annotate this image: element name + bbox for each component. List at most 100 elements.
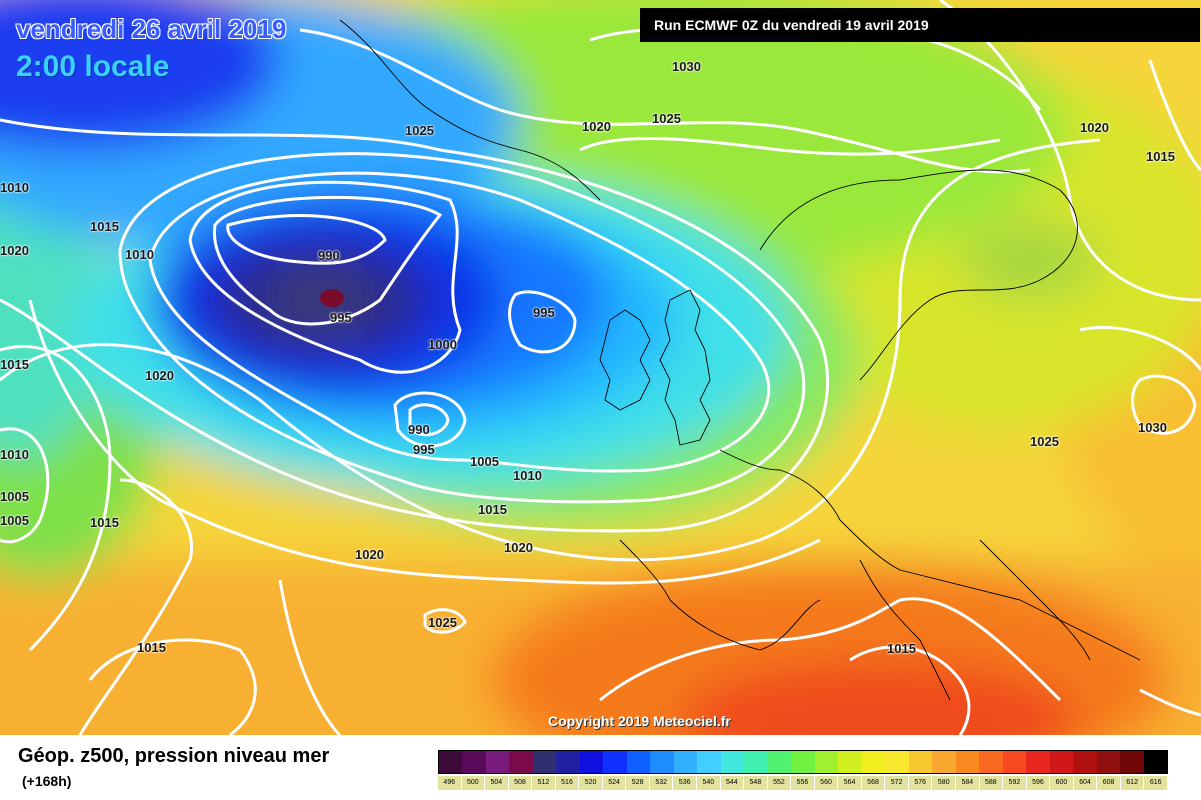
isobar-label: 1015	[887, 641, 916, 656]
isobar-label: 1020	[145, 368, 174, 383]
isobar-label: 1025	[652, 111, 681, 126]
forecast-date: vendredi 26 avril 2019	[16, 14, 287, 44]
scale-tick-label: 588	[979, 776, 1004, 790]
scale-tick-label: 504	[485, 776, 509, 790]
coastline-iberia	[619, 539, 821, 651]
scale-tick-label: 520	[579, 776, 603, 790]
scale-swatch	[979, 751, 1003, 773]
isobar-1010-west	[0, 345, 112, 652]
scale-tick-label: 548	[744, 776, 768, 790]
isobar-990-small	[408, 403, 450, 437]
scale-swatch	[744, 751, 768, 773]
scale-swatch	[814, 751, 839, 773]
isobar-1030-east	[1131, 374, 1197, 435]
isobar-1015-south	[88, 638, 257, 735]
scale-swatch	[885, 751, 909, 773]
isobar-995	[212, 195, 443, 326]
isobar-label: 1030	[672, 59, 701, 74]
scale-tick-label: 584	[956, 776, 980, 790]
isobar-1020-south	[278, 579, 342, 735]
scale-swatch	[1026, 751, 1050, 773]
legend-footer: Géop. z500, pression niveau mer (+168h) …	[0, 735, 1201, 800]
scale-swatch	[1002, 751, 1027, 773]
isobar-1020	[0, 138, 1101, 562]
coastlines	[339, 19, 1141, 701]
scale-tick-label: 524	[602, 776, 627, 790]
run-info-label: Run ECMWF 0Z du vendredi 19 avril 2019	[654, 17, 929, 33]
isobar-1015-mediterranean	[849, 645, 971, 735]
color-scale: 496 500 504 508 512 516 520 524 528 532 536 540 544 5…	[438, 750, 1168, 795]
scale-swatch	[1049, 751, 1074, 773]
forecast-time: 2:00 locale	[16, 50, 170, 83]
scale-tick-label: 576	[908, 776, 933, 790]
scale-swatch	[650, 751, 674, 773]
scale-swatch	[509, 751, 533, 773]
scale-swatch	[603, 751, 627, 773]
scale-swatch	[485, 751, 510, 773]
isobar-label: 995	[413, 442, 435, 457]
isobar-label: 1005	[470, 454, 499, 469]
isobar-1020-mediterranean	[599, 597, 1062, 702]
scale-tick-label: 544	[720, 776, 745, 790]
coastline-scandinavia	[759, 169, 1078, 381]
low-pressure-center	[320, 289, 344, 307]
scale-swatch	[579, 751, 604, 773]
color-scale-ticks: 496 500 504 508 512 516 520 524 528 532 536 540 544 5…	[438, 776, 1168, 790]
scale-swatch	[1120, 751, 1144, 773]
isobar-label: 995	[533, 305, 555, 320]
isobar-label: 1015	[137, 640, 166, 655]
scale-swatch	[439, 751, 463, 773]
scale-tick-label: 608	[1097, 776, 1121, 790]
isobar-1015	[0, 118, 830, 533]
scale-tick-label: 600	[1050, 776, 1074, 790]
isobar-1020-north	[579, 136, 1001, 156]
isobar-1025	[299, 28, 1031, 174]
coastline-italy	[859, 559, 951, 701]
scale-swatch	[673, 751, 698, 773]
isobar-label: 1010	[513, 468, 542, 483]
coastline-britain	[659, 289, 711, 446]
scale-tick-label: 532	[649, 776, 674, 790]
scale-swatch	[908, 751, 933, 773]
scale-swatch	[720, 751, 745, 773]
weather-map: vendredi 26 avril 2019 2:00 locale Run E…	[0, 0, 1201, 735]
scale-swatch	[767, 751, 792, 773]
scale-tick-label: 560	[814, 776, 839, 790]
run-info-banner: Run ECMWF 0Z du vendredi 19 avril 2019	[640, 8, 1200, 42]
isobar-label: 1010	[125, 247, 154, 262]
isobar-1025-island	[423, 608, 467, 634]
coastline-greenland	[339, 19, 601, 201]
scale-swatch	[791, 751, 815, 773]
scale-tick-label: 508	[508, 776, 533, 790]
legend-title: Géop. z500, pression niveau mer	[18, 745, 330, 767]
isobar-label: 1000	[428, 337, 457, 352]
copyright-label: Copyright 2019 Meteociel.fr	[548, 713, 731, 729]
scale-swatch	[932, 751, 956, 773]
isobar-1020b	[28, 299, 821, 585]
isobar-label: 1015	[1146, 149, 1175, 164]
coastline-ireland	[599, 309, 651, 411]
color-scale-bar	[438, 750, 1168, 774]
scale-swatch	[626, 751, 651, 773]
scale-swatch	[838, 751, 862, 773]
scale-swatch	[955, 751, 980, 773]
scale-swatch	[532, 751, 557, 773]
isobar-label: 1025	[1030, 434, 1059, 449]
isobar-995-east	[508, 290, 577, 354]
scale-tick-label: 500	[461, 776, 486, 790]
scale-swatch	[462, 751, 486, 773]
isobar-label: 1005	[0, 513, 29, 528]
isobar-label: 1020	[582, 119, 611, 134]
scale-tick-label: 516	[555, 776, 580, 790]
isobar-label: 990	[408, 422, 430, 437]
isobar-1025-east	[1079, 325, 1201, 371]
scale-tick-label: 604	[1073, 776, 1098, 790]
isobar-label: 1005	[0, 489, 29, 504]
isobar-label: 1020	[0, 243, 29, 258]
scale-tick-label: 496	[438, 776, 462, 790]
legend-subtitle: (+168h)	[22, 773, 72, 789]
scale-swatch	[1073, 751, 1097, 773]
isobar-label: 1015	[478, 502, 507, 517]
pressure-map-canvas	[0, 0, 1201, 735]
isobar-1005	[148, 171, 771, 473]
